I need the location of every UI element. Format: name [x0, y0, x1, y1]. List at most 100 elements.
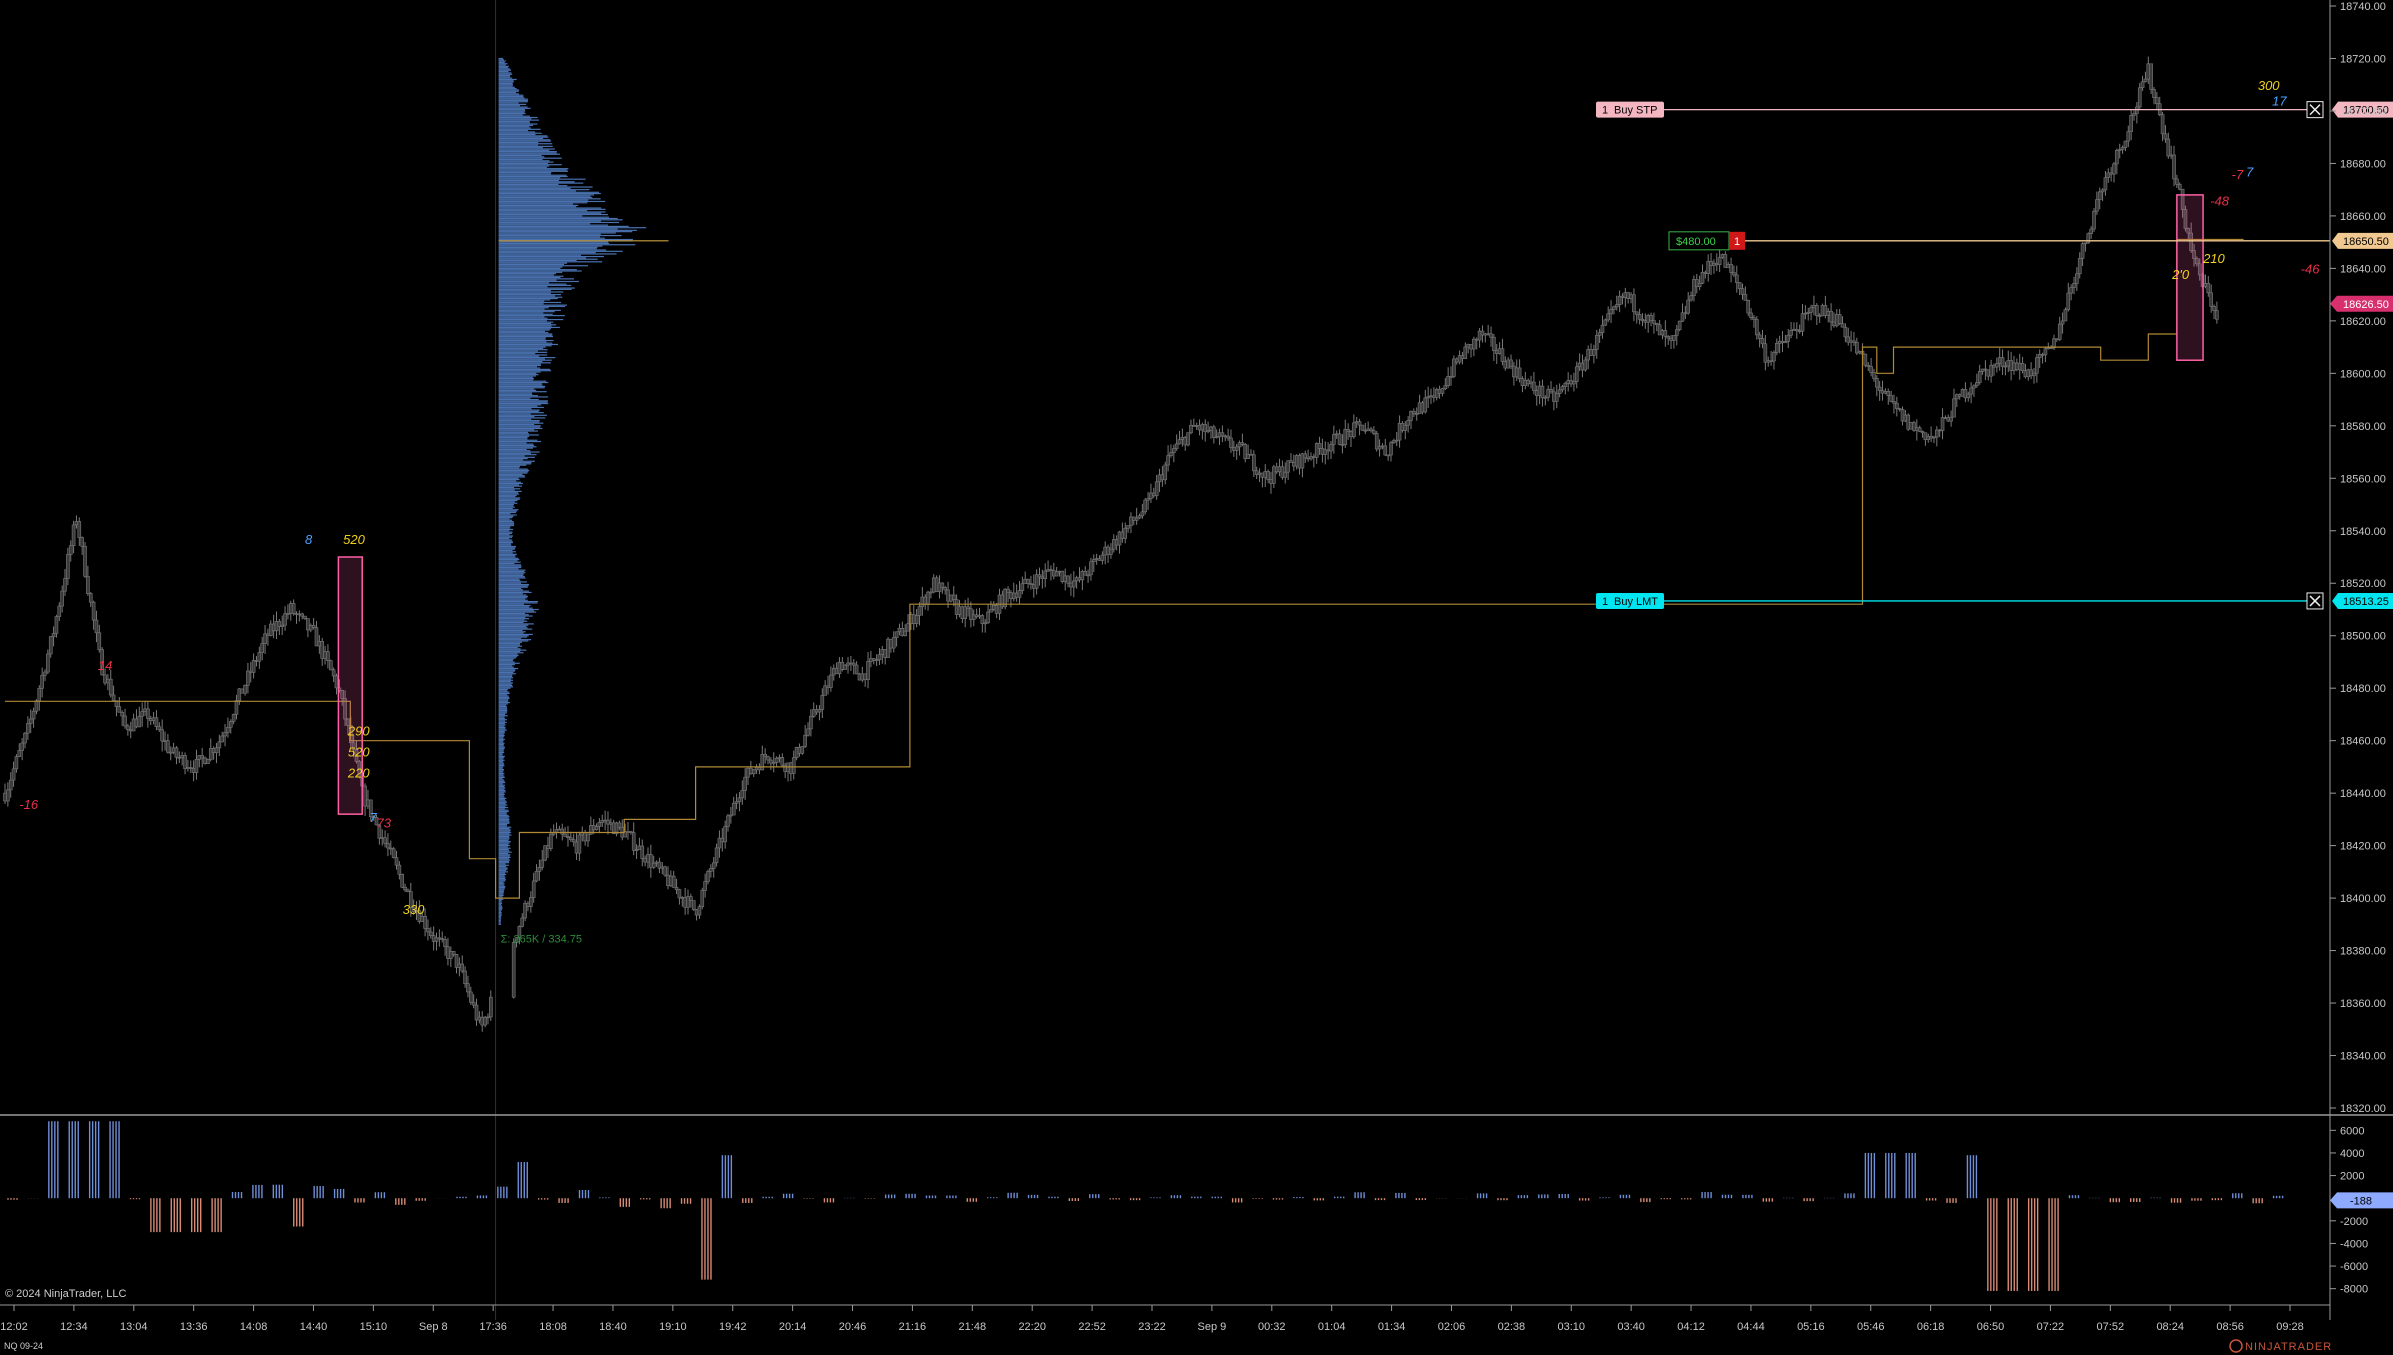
time-tick-label: 23:22 — [1138, 1321, 1166, 1333]
profile-bar — [498, 173, 552, 175]
profile-bar — [498, 332, 549, 334]
candle-body — [1106, 546, 1110, 555]
profile-bar — [498, 711, 508, 713]
candle-body — [1057, 570, 1062, 573]
candle-body — [1580, 362, 1585, 371]
candle-body — [1800, 313, 1805, 332]
candle-body — [1709, 261, 1713, 266]
candle-body — [314, 627, 319, 647]
profile-bar — [498, 140, 552, 142]
profile-bar — [498, 97, 525, 99]
profile-bar — [498, 266, 563, 268]
profile-bar — [498, 120, 530, 123]
candle-body — [274, 621, 279, 632]
close-order-icon[interactable] — [2306, 101, 2324, 119]
order-label: Buy LMT — [1614, 596, 1658, 608]
candle-body — [854, 664, 859, 675]
candle-body — [263, 633, 267, 644]
profile-bar — [498, 286, 548, 288]
profile-bar — [498, 252, 596, 254]
profile-bar — [498, 675, 513, 677]
candle-body — [623, 831, 627, 838]
profile-bar — [498, 604, 531, 607]
profile-bar — [498, 667, 519, 670]
profile-bar — [498, 686, 514, 688]
candle-body — [214, 747, 219, 754]
candle-body — [457, 963, 462, 968]
candle-body — [1446, 375, 1450, 386]
close-order-icon[interactable] — [2306, 592, 2324, 610]
candle-body — [211, 748, 216, 754]
candle-body — [1163, 464, 1168, 481]
candle-body — [529, 897, 533, 907]
profile-bar — [498, 715, 508, 717]
profile-bar — [498, 712, 507, 714]
order-lines[interactable]: 1 Buy STP 18700.50 1 Buy LMT 18513.25 $480.00 1… — [1596, 101, 2393, 610]
profile-bar — [498, 469, 530, 472]
candle-body — [1154, 481, 1159, 497]
profile-bar — [498, 531, 513, 533]
profile-bar — [498, 851, 512, 853]
candle-body — [1563, 382, 1568, 387]
profile-bar — [498, 835, 510, 838]
candle-body — [1300, 453, 1305, 469]
candle-body — [1209, 426, 1213, 431]
candle-body — [1529, 381, 1533, 385]
profile-bar — [498, 366, 538, 368]
candle-body — [1120, 531, 1125, 539]
profile-bar — [498, 123, 538, 125]
candle-body — [849, 662, 853, 665]
profile-bar — [498, 918, 501, 920]
candle-body — [40, 674, 44, 689]
profile-bar — [498, 405, 538, 407]
candle-body — [246, 670, 250, 686]
candle-body — [1206, 430, 1210, 433]
position-line[interactable]: $480.00 1 18650.50 — [1668, 231, 2393, 251]
candle-body — [1314, 443, 1319, 458]
profile-bar — [498, 238, 633, 241]
profile-bar — [498, 454, 537, 456]
profile-bar — [498, 827, 510, 830]
candle-body — [1043, 570, 1048, 580]
candle-body — [1583, 359, 1588, 371]
candle-body — [946, 589, 950, 602]
profile-bar — [498, 559, 520, 561]
candle-body — [1829, 310, 1833, 323]
profile-bar — [498, 359, 552, 361]
candle-body — [97, 632, 102, 651]
profile-bar — [498, 523, 515, 525]
candle-body — [794, 747, 799, 759]
candle-body — [803, 734, 807, 747]
profile-bar — [498, 65, 509, 67]
profile-bar — [498, 438, 528, 440]
candle-body — [526, 902, 530, 907]
profile-bar — [498, 875, 505, 877]
buy-limit-order[interactable]: 1 Buy LMT 18513.25 — [1596, 592, 2393, 610]
candle-body — [1149, 492, 1153, 499]
candle-body — [1129, 516, 1133, 526]
candle-body — [1323, 449, 1328, 455]
candle-body — [403, 886, 407, 891]
candle-body — [1654, 322, 1659, 326]
buy-stop-order[interactable]: 1 Buy STP 18700.50 — [1596, 101, 2393, 119]
candle-body — [1692, 279, 1696, 297]
profile-bar — [498, 921, 501, 923]
profile-bar — [498, 566, 522, 569]
profile-bar — [498, 858, 509, 860]
candle-body — [1612, 306, 1616, 310]
candle-body — [1840, 323, 1845, 328]
profile-bar — [498, 804, 508, 806]
price-tick-label: 18340.00 — [2340, 1051, 2386, 1063]
profile-bar — [498, 574, 524, 576]
candle-body — [1197, 425, 1202, 431]
profile-bar — [498, 477, 519, 479]
candle-body — [2069, 287, 2073, 294]
candle-body — [1346, 429, 1350, 432]
volume-profile: Σ: 265K / 334.75 — [498, 57, 669, 946]
candle-body — [463, 970, 467, 984]
candle-body — [1766, 360, 1771, 363]
candle-body — [569, 837, 573, 840]
candle-body — [769, 759, 773, 764]
candle-body — [891, 637, 896, 649]
